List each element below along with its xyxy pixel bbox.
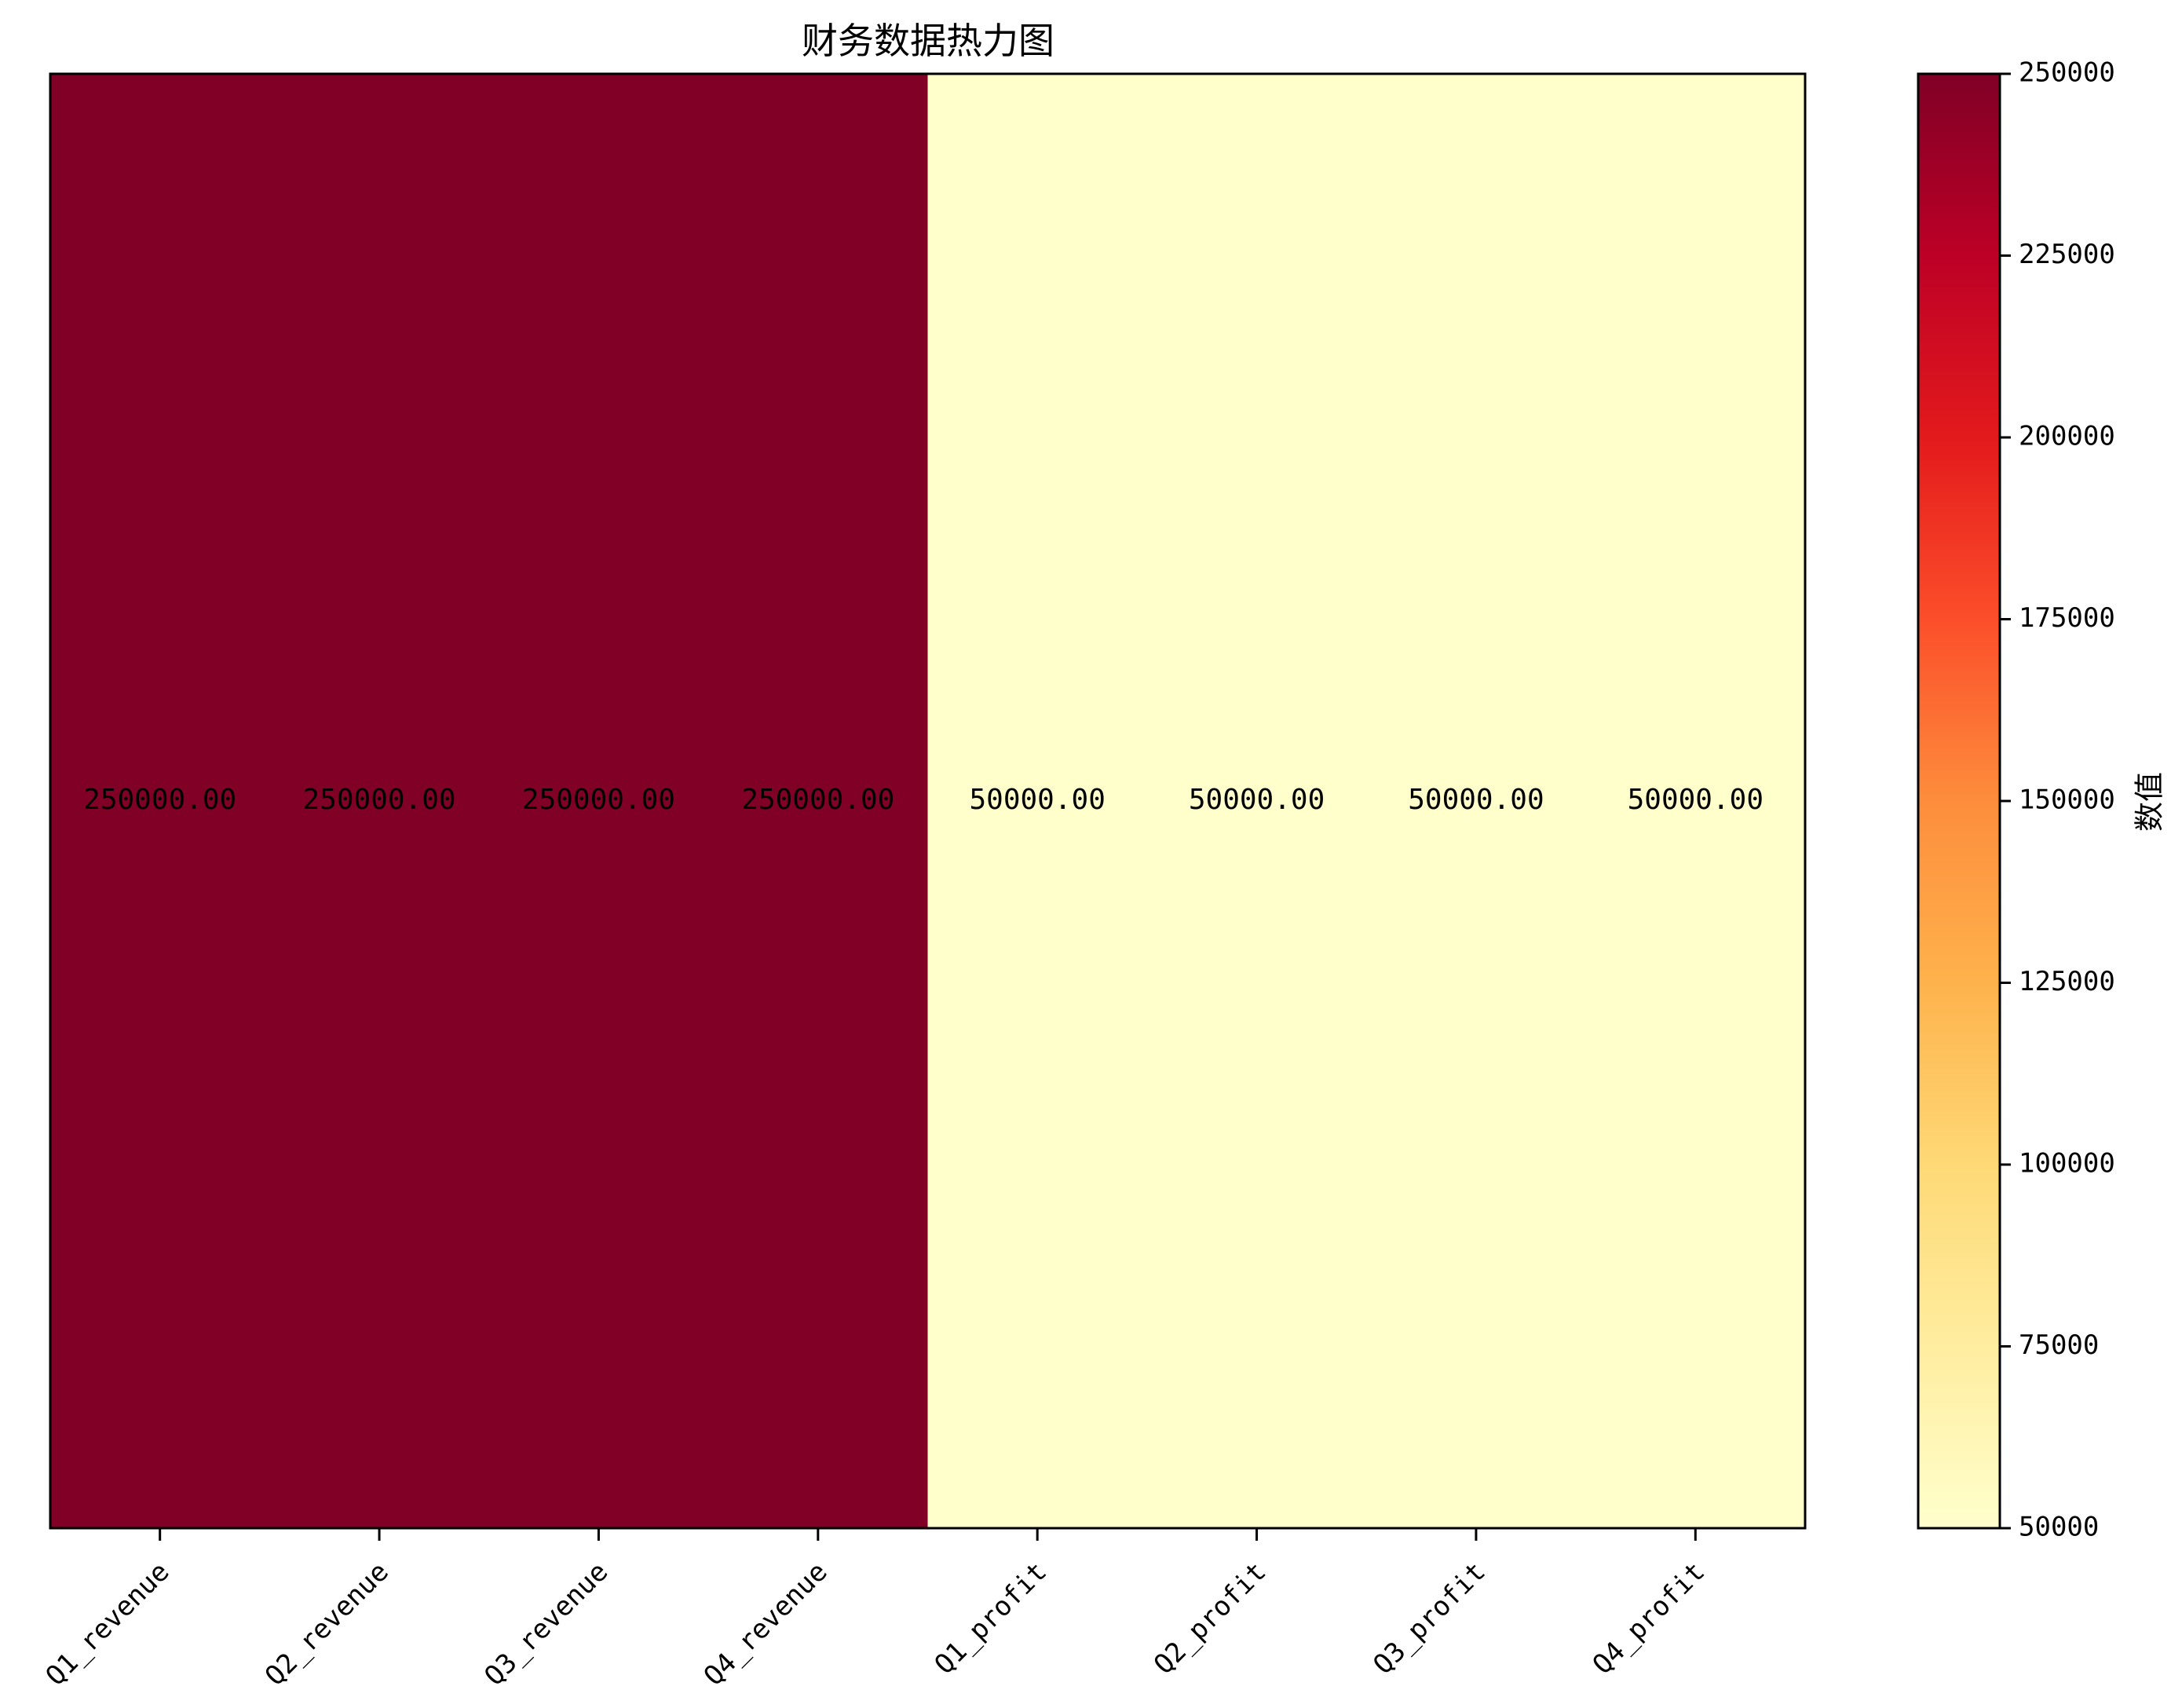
x-tick-label: Q4_profit xyxy=(1587,1556,1712,1681)
cell-value-label: 250000.00 xyxy=(741,784,894,816)
heatmap-cell xyxy=(1146,74,1367,1528)
cell-value-label: 250000.00 xyxy=(522,784,675,816)
heatmap-cell xyxy=(1585,74,1806,1528)
x-tick-label: Q3_revenue xyxy=(478,1556,614,1692)
x-tick-label: Q1_revenue xyxy=(40,1556,176,1692)
colorbar-tick-label: 225000 xyxy=(2019,239,2115,270)
heatmap-cell xyxy=(488,74,709,1528)
x-tick-label: Q2_profit xyxy=(1148,1556,1273,1681)
cell-value-label: 250000.00 xyxy=(303,784,456,816)
heatmap-cell xyxy=(1366,74,1587,1528)
colorbar-tick-label: 125000 xyxy=(2019,966,2115,997)
heatmap-cell xyxy=(708,74,928,1528)
colorbar: 50000 75000 100000 125000 150000 175000 200000… xyxy=(1917,57,2115,1543)
cell-value-label: 50000.00 xyxy=(1628,784,1763,816)
x-tick-label: Q4_revenue xyxy=(698,1556,834,1692)
colorbar-tick-label: 250000 xyxy=(2019,57,2115,89)
cell-value-label: 250000.00 xyxy=(83,784,236,816)
colorbar-tick-label: 175000 xyxy=(2019,602,2115,634)
x-tick-label: Q2_revenue xyxy=(259,1556,395,1692)
heatmap-cells xyxy=(50,74,1806,1528)
x-tick-label: Q3_profit xyxy=(1367,1556,1492,1681)
chart-title: 财务数据热力图 xyxy=(802,20,1054,62)
colorbar-tick-label: 75000 xyxy=(2019,1329,2099,1361)
colorbar-tick-label: 100000 xyxy=(2019,1148,2115,1180)
heatmap-cell xyxy=(927,74,1148,1528)
x-axis: Q1_revenue Q2_revenue Q3_revenue Q4_revenue… xyxy=(40,1528,1712,1692)
colorbar-tick-label: 150000 xyxy=(2019,785,2115,816)
cell-value-label: 50000.00 xyxy=(969,784,1105,816)
cell-value-label: 50000.00 xyxy=(1408,784,1544,816)
x-tick-label: Q1_profit xyxy=(929,1556,1054,1681)
plot-frame xyxy=(49,72,1807,1530)
colorbar-gradient xyxy=(1918,74,2000,1528)
heatmap-cell xyxy=(269,74,490,1528)
heatmap-cell xyxy=(50,74,270,1528)
heatmap-cell-labels: 250000.00 250000.00 250000.00 250000.00 5000… xyxy=(83,784,1763,816)
cell-value-label: 50000.00 xyxy=(1189,784,1325,816)
colorbar-tick-label: 50000 xyxy=(2019,1512,2099,1543)
colorbar-tick-label: 200000 xyxy=(2019,421,2115,452)
colorbar-label: 数值 xyxy=(2133,772,2167,832)
